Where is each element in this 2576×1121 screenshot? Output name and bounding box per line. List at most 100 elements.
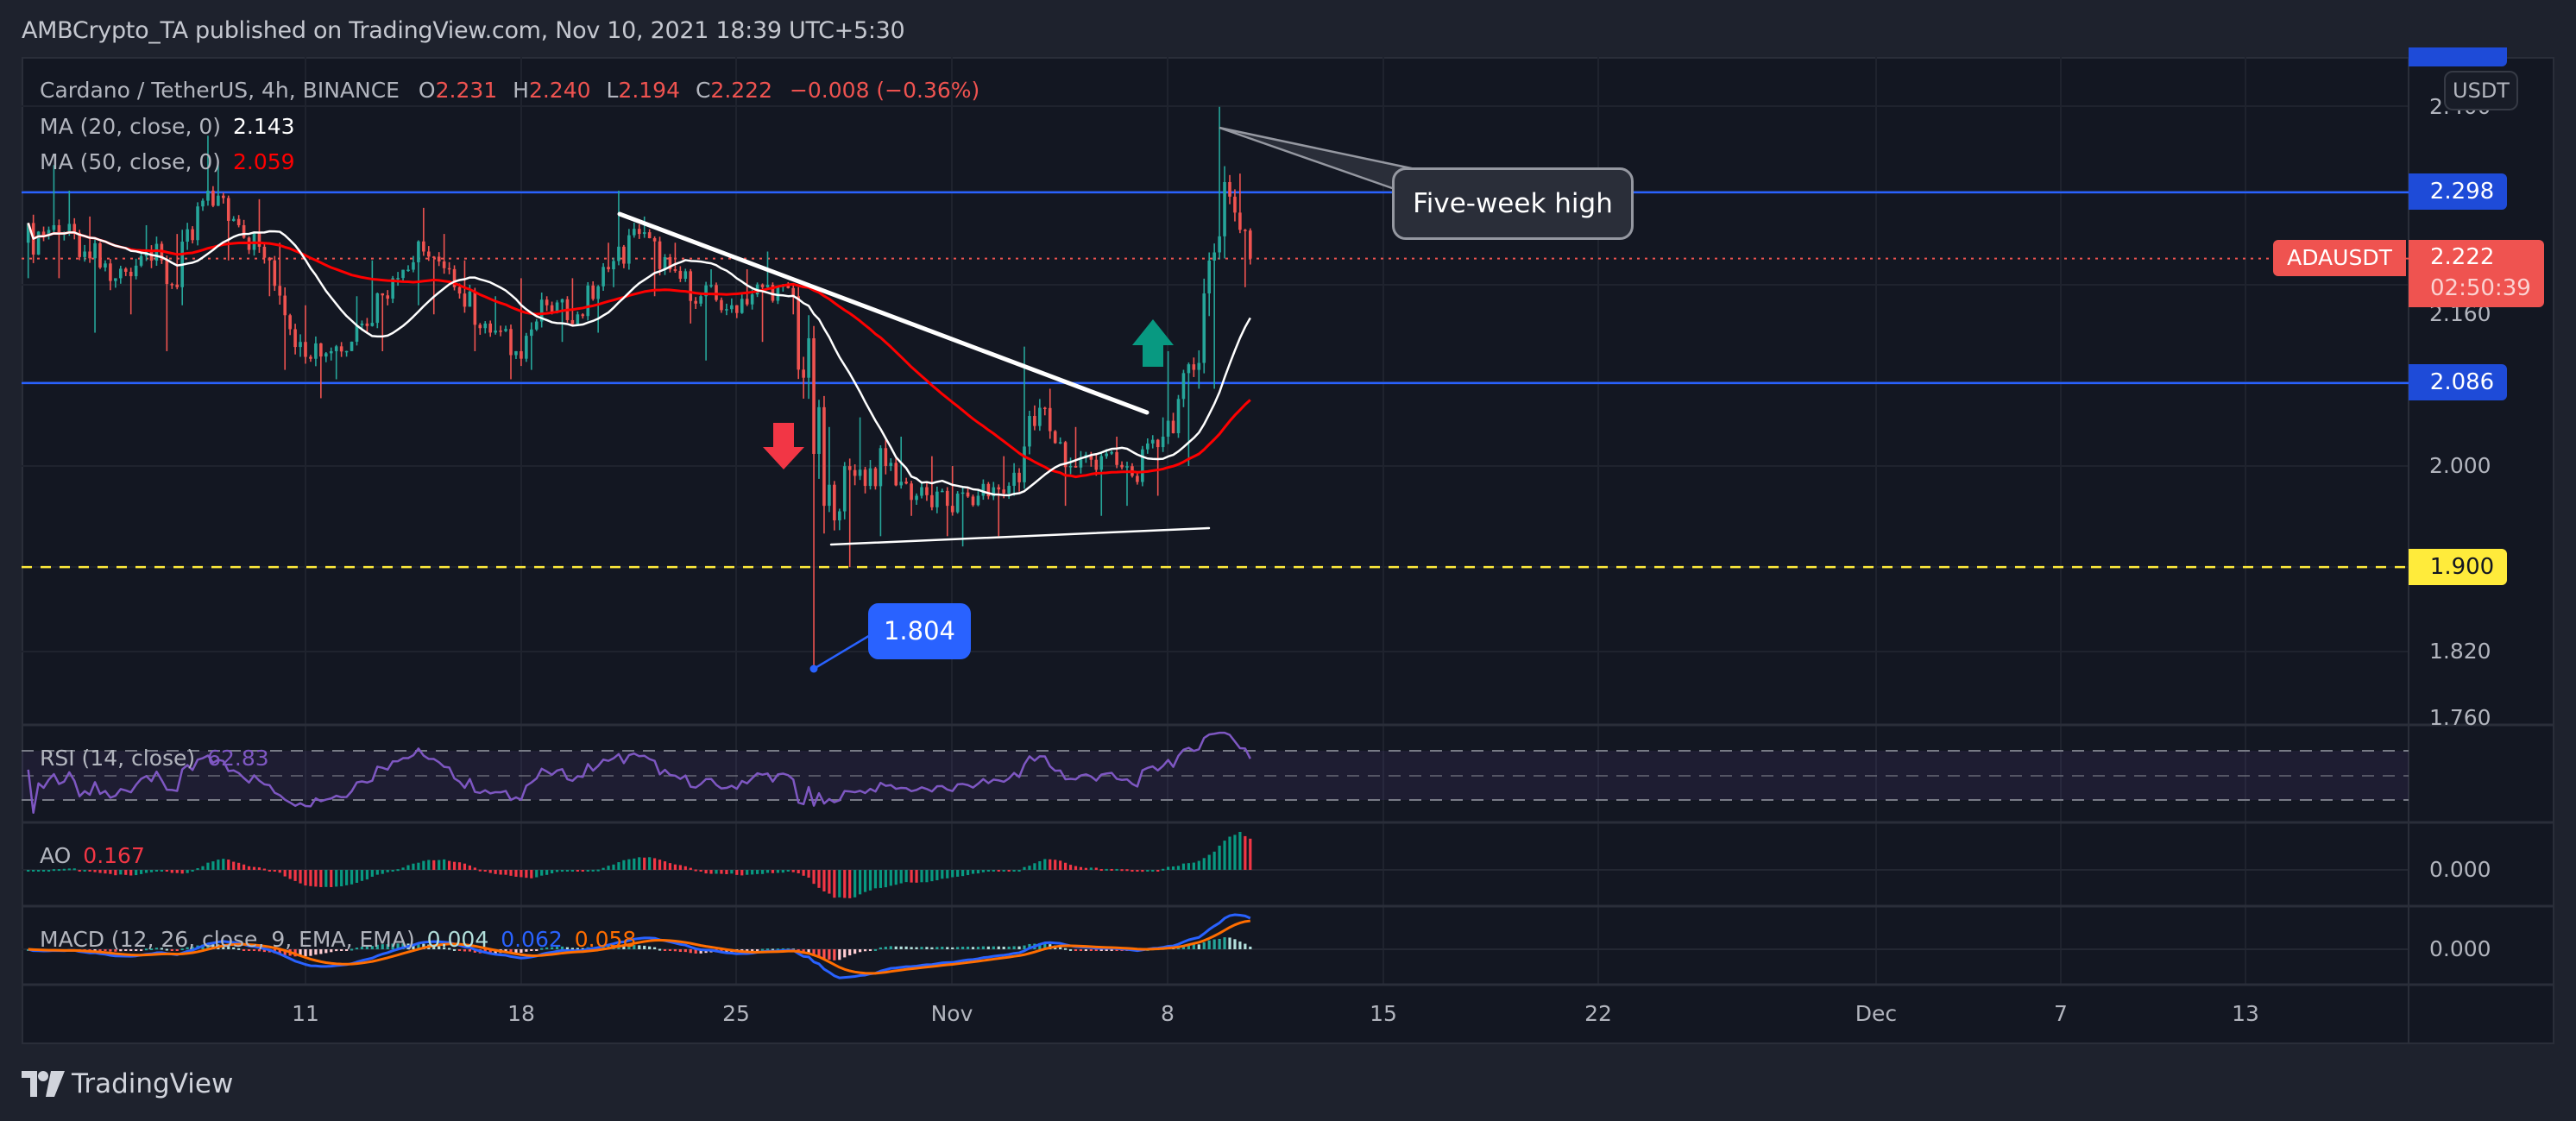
low-price-label[interactable]: 1.804 bbox=[868, 603, 971, 659]
currency-badge[interactable]: USDT bbox=[2444, 71, 2518, 110]
ao-bar bbox=[1218, 845, 1221, 870]
macd-hist-bar bbox=[170, 949, 173, 951]
ao-bar bbox=[648, 857, 652, 870]
symbol-legend: Cardano / TetherUS, 4h, BINANCE O2.231 H… bbox=[40, 78, 979, 103]
candle-body bbox=[715, 285, 718, 300]
ma20-legend[interactable]: MA (20, close, 0) 2.143 bbox=[40, 114, 295, 139]
candle-body bbox=[1105, 453, 1108, 457]
candle-body bbox=[114, 278, 117, 281]
ao-bar bbox=[463, 863, 467, 870]
ao-bar bbox=[314, 870, 318, 887]
candle-body bbox=[704, 285, 708, 297]
ao-legend[interactable]: AO 0.167 bbox=[40, 843, 145, 868]
down-arrow-icon bbox=[763, 423, 804, 469]
macd-hist-bar bbox=[262, 949, 266, 953]
ao-bar bbox=[1136, 870, 1139, 872]
macd-hist-bar bbox=[863, 949, 867, 952]
macd-hist-bar bbox=[956, 947, 960, 949]
ao-bar bbox=[1023, 866, 1026, 870]
macd-hist-bar bbox=[319, 949, 323, 954]
candle-body bbox=[314, 343, 318, 359]
ao-bar bbox=[109, 870, 112, 874]
macd-hist-bar bbox=[1002, 946, 1005, 949]
ao-bar bbox=[576, 870, 579, 872]
ao-bar bbox=[740, 870, 744, 876]
price-tick-label: 1.820 bbox=[2429, 639, 2491, 664]
ma50-legend[interactable]: MA (50, close, 0) 2.059 bbox=[40, 149, 295, 174]
candle-body bbox=[976, 495, 980, 506]
candle-body bbox=[591, 285, 595, 299]
ao-bar bbox=[1089, 867, 1093, 870]
ao-bar bbox=[47, 870, 51, 872]
rsi-legend[interactable]: RSI (14, close) 62.83 bbox=[40, 746, 269, 771]
ao-bar bbox=[838, 870, 841, 897]
ao-bar bbox=[663, 861, 667, 870]
macd-hist-bar bbox=[540, 948, 544, 950]
candle-body bbox=[586, 285, 590, 317]
macd-hist-bar bbox=[576, 948, 579, 950]
macd-hist-bar bbox=[699, 949, 702, 954]
ao-bar bbox=[175, 870, 179, 873]
candle-body bbox=[935, 491, 939, 507]
candle-body bbox=[206, 190, 210, 201]
ao-bar bbox=[520, 870, 523, 878]
ao-bar bbox=[257, 867, 261, 870]
ao-bar bbox=[1115, 868, 1118, 871]
candle-body bbox=[873, 468, 878, 487]
chart-area[interactable] bbox=[22, 57, 2554, 1044]
tradingview-logo[interactable]: TradingView bbox=[22, 1068, 233, 1099]
macd-hist-bar bbox=[828, 949, 831, 960]
ao-bar bbox=[920, 870, 923, 883]
macd-hist-bar bbox=[653, 947, 657, 949]
candle-body bbox=[457, 287, 462, 294]
tradingview-logo-text: TradingView bbox=[72, 1068, 234, 1099]
candle-body bbox=[791, 287, 796, 297]
ao-bar bbox=[1249, 838, 1252, 870]
macd-hist-bar bbox=[910, 947, 913, 949]
time-tick-label: 11 bbox=[292, 1001, 319, 1026]
macd-hist-bar bbox=[154, 948, 159, 950]
ao-bar bbox=[730, 870, 734, 874]
ao-bar bbox=[807, 870, 810, 879]
macd-hist-bar bbox=[581, 948, 584, 950]
ao-bar bbox=[601, 867, 605, 870]
candle-body bbox=[627, 235, 631, 264]
ao-bar bbox=[1110, 868, 1113, 871]
macd-hist-bar bbox=[304, 949, 307, 957]
macd-hist-bar bbox=[324, 949, 328, 954]
candle-body bbox=[1244, 230, 1247, 231]
ao-bar bbox=[1146, 870, 1149, 872]
ao-bar bbox=[365, 870, 368, 880]
ao-bar bbox=[1094, 867, 1098, 870]
five-week-high-callout[interactable]: Five-week high bbox=[1392, 167, 1634, 240]
macd-hist-bar bbox=[1094, 949, 1098, 951]
ao-bar bbox=[756, 870, 759, 874]
candle-body bbox=[530, 329, 533, 337]
candle-body bbox=[88, 251, 91, 259]
macd-hist-bar bbox=[149, 948, 154, 951]
candle-body bbox=[494, 331, 497, 333]
ao-bar bbox=[504, 870, 507, 875]
macd-hist-bar bbox=[966, 946, 970, 949]
ao-bar bbox=[751, 870, 754, 875]
published-header: AMBCrypto_TA published on TradingView.co… bbox=[22, 17, 905, 44]
ao-bar bbox=[971, 870, 975, 874]
candle-body bbox=[992, 487, 996, 497]
macd-hist-bar bbox=[530, 949, 533, 951]
ao-bar bbox=[1238, 832, 1242, 870]
ao-bar bbox=[345, 870, 349, 885]
candle-body bbox=[72, 224, 77, 233]
ao-bar bbox=[1079, 866, 1083, 870]
ao-bar bbox=[1187, 863, 1190, 870]
candle-body bbox=[889, 463, 893, 466]
candle-body bbox=[504, 329, 507, 331]
candle-body bbox=[201, 200, 205, 207]
macd-hist-bar bbox=[838, 949, 841, 960]
macd-legend[interactable]: MACD (12, 26, close, 9, EMA, EMA) 0.004 … bbox=[40, 927, 636, 952]
ao-bar bbox=[925, 870, 929, 883]
ao-bar bbox=[986, 870, 990, 872]
candle-body bbox=[417, 241, 420, 262]
ao-bar bbox=[330, 870, 333, 887]
candle-body bbox=[807, 337, 810, 378]
